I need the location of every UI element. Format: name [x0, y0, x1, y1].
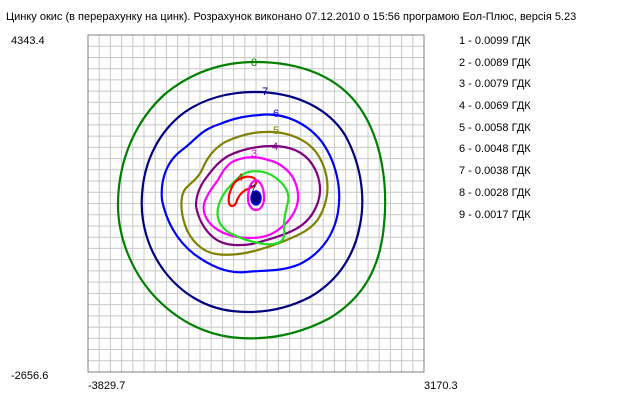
legend-item: 3 - 0.0079 ГДК	[459, 78, 531, 91]
contour-line-9	[216, 170, 290, 246]
contour-label-8: 8	[251, 57, 257, 69]
legend-item: 6 - 0.0048 ГДК	[459, 143, 531, 156]
contour-line-3	[202, 156, 300, 240]
legend-item: 4 - 0.0069 ГДК	[459, 100, 531, 113]
chart-title: Цинку окис (в перерахунку на цинк). Розр…	[6, 11, 577, 23]
contour-line-6	[160, 113, 341, 274]
contour-line-5	[180, 130, 329, 256]
contour-line-7	[140, 90, 364, 314]
contour-label-6: 6	[273, 108, 279, 120]
legend-item: 7 - 0.0038 ГДК	[459, 165, 531, 178]
contour-label-3: 3	[251, 148, 257, 160]
legend-item: 2 - 0.0089 ГДК	[459, 56, 531, 69]
legend-item: 5 - 0.0058 ГДК	[459, 121, 531, 134]
legend: 1 - 0.0099 ГДК 2 - 0.0089 ГДК 3 - 0.0079…	[459, 35, 531, 230]
legend-item: 9 - 0.0017 ГДК	[459, 208, 531, 221]
contour-line-2	[227, 175, 258, 208]
x-axis-max-label: 3170.3	[424, 380, 458, 392]
contour-label-4-inner: 4	[237, 172, 243, 184]
legend-item: 8 - 0.0028 ГДК	[459, 186, 531, 199]
contour-line-8	[116, 60, 387, 340]
contour-line-1	[246, 178, 266, 212]
legend-item: 1 - 0.0099 ГДК	[459, 35, 531, 47]
source-marker	[250, 190, 262, 206]
y-axis-min-label: -2656.6	[11, 370, 49, 382]
y-axis-max-label: 4343.4	[11, 35, 45, 47]
contour-label-7: 7	[262, 86, 268, 98]
contour-label-5: 5	[273, 125, 279, 137]
plot-frame	[87, 34, 425, 373]
x-axis-min-label: -3829.7	[88, 380, 126, 392]
contour-label-4: 4	[272, 141, 278, 153]
contour-line-4	[194, 144, 322, 247]
contour-label-7-inner: 7	[250, 184, 256, 196]
